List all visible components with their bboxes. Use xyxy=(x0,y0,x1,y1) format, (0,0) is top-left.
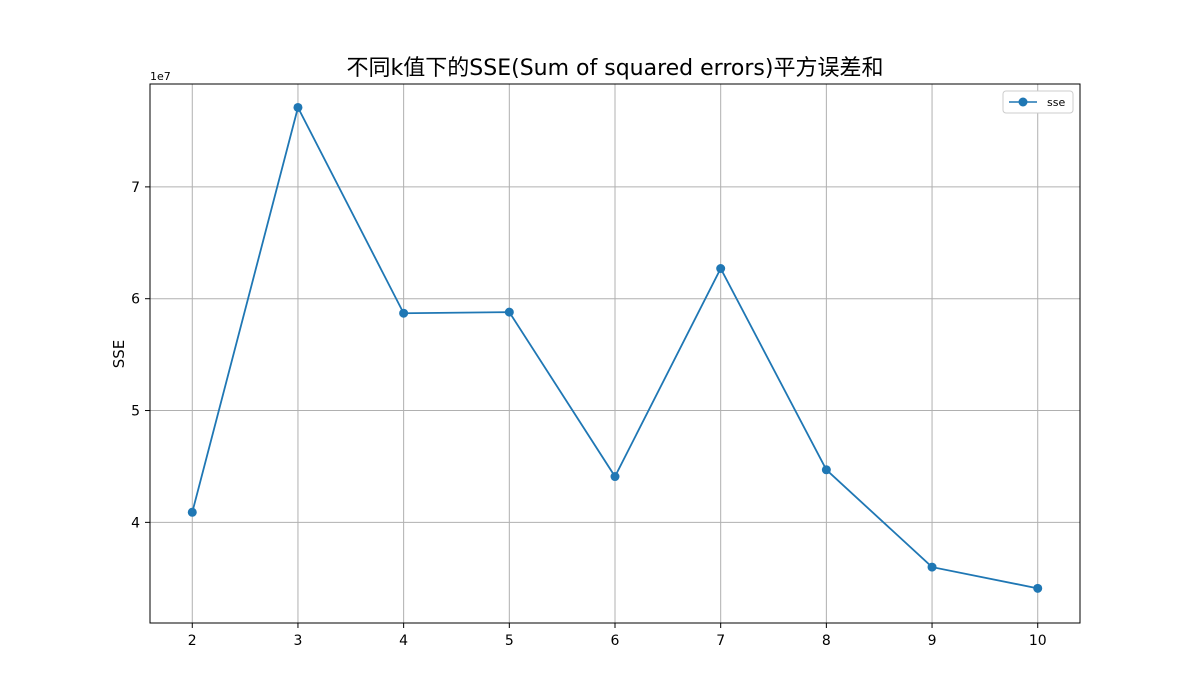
data-point xyxy=(1033,583,1043,593)
ticks: 2 3 4 5 6 7 8 9 10 4 5 6 7 xyxy=(131,180,1047,649)
legend: sse xyxy=(1002,90,1074,114)
legend-box xyxy=(1002,90,1074,114)
y-tick-label: 4 xyxy=(131,515,140,531)
data-point xyxy=(610,472,620,482)
chart-title: 不同k值下的SSE(Sum of squared errors)平方误差和 xyxy=(347,56,884,81)
data-point xyxy=(927,562,937,572)
x-tick-label: 3 xyxy=(293,633,302,649)
y-offset-label: 1e7 xyxy=(150,70,171,83)
legend-label: sse xyxy=(1047,96,1065,109)
data-point xyxy=(187,507,197,517)
y-tick-label: 7 xyxy=(131,180,140,196)
y-tick-label: 5 xyxy=(131,404,140,420)
data-point xyxy=(399,308,409,318)
x-tick-label: 4 xyxy=(399,633,408,649)
y-tick-label: 6 xyxy=(131,292,140,308)
x-tick-label: 9 xyxy=(928,633,937,649)
x-tick-label: 10 xyxy=(1029,633,1047,649)
data-point xyxy=(293,102,303,112)
data-point xyxy=(504,307,514,317)
data-point xyxy=(716,264,726,274)
x-tick-label: 6 xyxy=(611,633,620,649)
legend-marker-swatch xyxy=(1018,97,1028,107)
plot-frame xyxy=(149,83,1081,624)
x-tick-label: 8 xyxy=(822,633,831,649)
x-tick-label: 7 xyxy=(716,633,725,649)
x-tick-label: 2 xyxy=(188,633,197,649)
series-layer xyxy=(187,102,1043,593)
x-tick-label: 5 xyxy=(505,633,514,649)
y-axis-label: SSE xyxy=(110,340,128,369)
grid xyxy=(150,84,1080,623)
data-point xyxy=(821,465,831,475)
